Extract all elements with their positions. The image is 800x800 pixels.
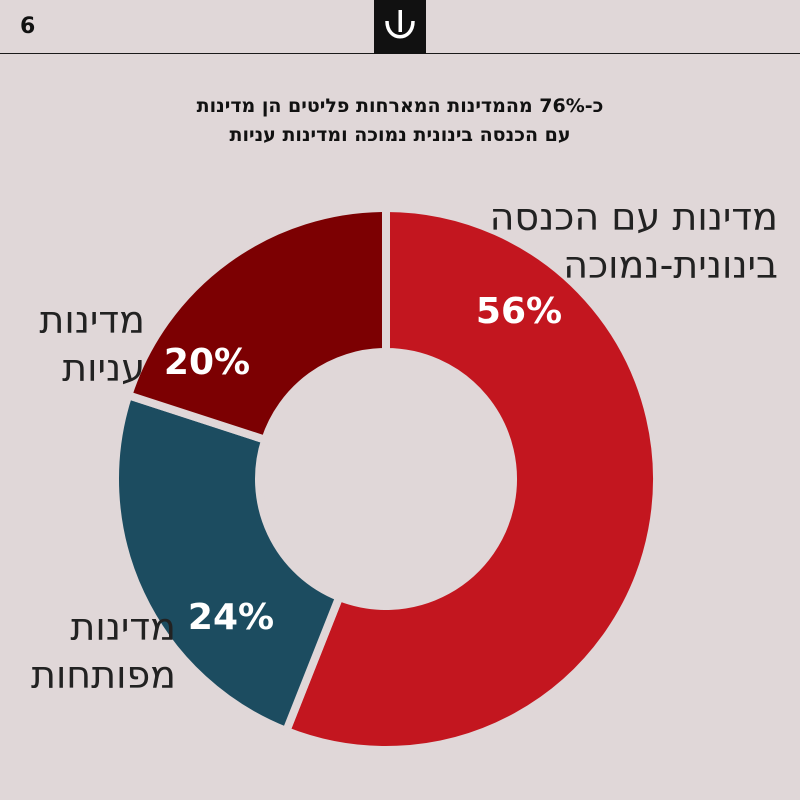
slice-category-label-low-middle-income: מדינות עם הכנסה בינונית-נמוכה [490, 193, 778, 289]
chart-title-line-2: עם הכנסה בינונית נמוכה ומדינות עניות [229, 124, 571, 146]
donut-slice-low-middle-income [281, 203, 661, 754]
logo-mark-icon [385, 10, 415, 39]
donut-slice-developed [111, 390, 345, 737]
slice-category-label-line: מדינות עם הכנסה [489, 195, 778, 239]
slice-category-label-line: עניות [62, 346, 145, 390]
slice-value-label-poor: 20% [164, 342, 250, 383]
chart-title-line-1: כ-76% מהמדינות המארחות פליטים הן מדינות [196, 95, 604, 117]
page-number: 6 [20, 14, 36, 39]
chart-title: כ-76% מהמדינות המארחות פליטים הן מדינות … [100, 92, 700, 150]
donut-slice-poor [123, 203, 390, 445]
slice-category-label-line: מדינות [70, 605, 176, 649]
logo [374, 0, 426, 54]
slice-category-label-line: בינונית-נמוכה [563, 243, 778, 287]
slice-category-label-line: מדינות [39, 298, 145, 342]
slice-category-label-poor: מדינות עניות [39, 296, 145, 392]
slice-category-label-developed: מדינות מפותחות [31, 603, 176, 699]
slice-value-label-low-middle-income: 56% [476, 291, 562, 332]
slice-value-label-developed: 24% [188, 597, 274, 638]
slice-category-label-line: מפותחות [30, 653, 176, 697]
